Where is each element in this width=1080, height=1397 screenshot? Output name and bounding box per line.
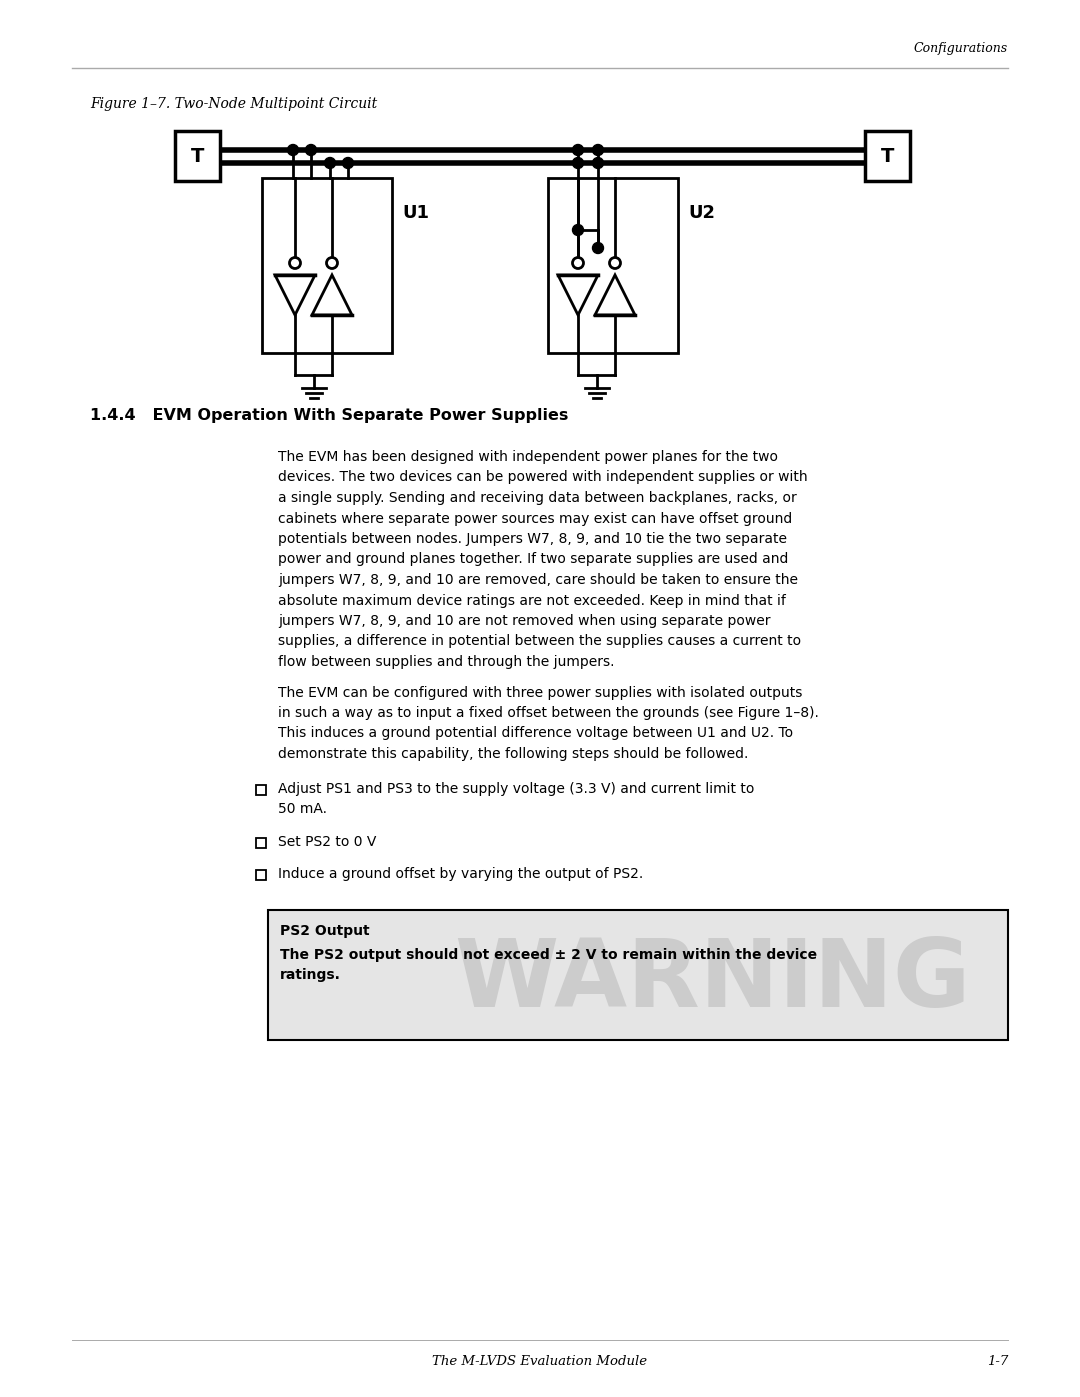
Text: flow between supplies and through the jumpers.: flow between supplies and through the ju… <box>278 655 615 669</box>
Bar <box>256 785 266 795</box>
Text: 1-7: 1-7 <box>987 1355 1008 1368</box>
Circle shape <box>289 257 300 268</box>
Text: jumpers W7, 8, 9, and 10 are not removed when using separate power: jumpers W7, 8, 9, and 10 are not removed… <box>278 615 770 629</box>
Circle shape <box>572 225 583 236</box>
Circle shape <box>326 257 337 268</box>
Text: 50 mA.: 50 mA. <box>278 802 327 816</box>
Text: supplies, a difference in potential between the supplies causes a current to: supplies, a difference in potential betw… <box>278 634 801 648</box>
Bar <box>256 837 266 848</box>
Text: potentials between nodes. Jumpers W7, 8, 9, and 10 tie the two separate: potentials between nodes. Jumpers W7, 8,… <box>278 532 787 546</box>
Text: The EVM can be configured with three power supplies with isolated outputs: The EVM can be configured with three pow… <box>278 686 802 700</box>
Text: WARNING: WARNING <box>454 935 970 1027</box>
Bar <box>175 131 220 182</box>
Text: This induces a ground potential difference voltage between U1 and U2. To: This induces a ground potential differen… <box>278 726 793 740</box>
Bar <box>268 909 1008 1039</box>
Text: Induce a ground offset by varying the output of PS2.: Induce a ground offset by varying the ou… <box>278 868 644 882</box>
Bar <box>865 131 910 182</box>
Polygon shape <box>275 275 315 314</box>
Text: The EVM has been designed with independent power planes for the two: The EVM has been designed with independe… <box>278 450 778 464</box>
Text: U2: U2 <box>688 204 715 222</box>
Text: demonstrate this capability, the following steps should be followed.: demonstrate this capability, the followi… <box>278 747 748 761</box>
Circle shape <box>287 144 298 155</box>
Text: U1: U1 <box>402 204 429 222</box>
Bar <box>262 177 392 353</box>
Text: The PS2 output should not exceed ± 2 V to remain within the device: The PS2 output should not exceed ± 2 V t… <box>280 947 818 961</box>
Text: in such a way as to input a fixed offset between the grounds (see Figure 1–8).: in such a way as to input a fixed offset… <box>278 705 819 719</box>
Polygon shape <box>312 275 352 314</box>
Text: devices. The two devices can be powered with independent supplies or with: devices. The two devices can be powered … <box>278 471 808 485</box>
Text: ratings.: ratings. <box>280 968 341 982</box>
Circle shape <box>324 158 336 169</box>
Text: The M-LVDS Evaluation Module: The M-LVDS Evaluation Module <box>432 1355 648 1368</box>
Text: power and ground planes together. If two separate supplies are used and: power and ground planes together. If two… <box>278 552 788 567</box>
Circle shape <box>572 158 583 169</box>
Polygon shape <box>595 275 635 314</box>
Circle shape <box>609 257 621 268</box>
Polygon shape <box>558 275 598 314</box>
Text: T: T <box>881 147 894 165</box>
Circle shape <box>593 144 604 155</box>
Text: Set PS2 to 0 V: Set PS2 to 0 V <box>278 834 376 848</box>
Text: Adjust PS1 and PS3 to the supply voltage (3.3 V) and current limit to: Adjust PS1 and PS3 to the supply voltage… <box>278 781 754 795</box>
Text: a single supply. Sending and receiving data between backplanes, racks, or: a single supply. Sending and receiving d… <box>278 490 797 504</box>
Circle shape <box>593 158 604 169</box>
Text: Figure 1–7. Two-Node Multipoint Circuit: Figure 1–7. Two-Node Multipoint Circuit <box>90 96 377 110</box>
Circle shape <box>572 144 583 155</box>
Circle shape <box>572 257 583 268</box>
Text: 1.4.4   EVM Operation With Separate Power Supplies: 1.4.4 EVM Operation With Separate Power … <box>90 408 568 423</box>
Circle shape <box>593 243 604 253</box>
Text: PS2 Output: PS2 Output <box>280 923 369 937</box>
Text: Configurations: Configurations <box>914 42 1008 54</box>
Bar <box>256 870 266 880</box>
Text: cabinets where separate power sources may exist can have offset ground: cabinets where separate power sources ma… <box>278 511 793 525</box>
Text: jumpers W7, 8, 9, and 10 are removed, care should be taken to ensure the: jumpers W7, 8, 9, and 10 are removed, ca… <box>278 573 798 587</box>
Circle shape <box>342 158 353 169</box>
Text: T: T <box>191 147 204 165</box>
Bar <box>548 177 678 353</box>
Circle shape <box>306 144 316 155</box>
Text: absolute maximum device ratings are not exceeded. Keep in mind that if: absolute maximum device ratings are not … <box>278 594 786 608</box>
